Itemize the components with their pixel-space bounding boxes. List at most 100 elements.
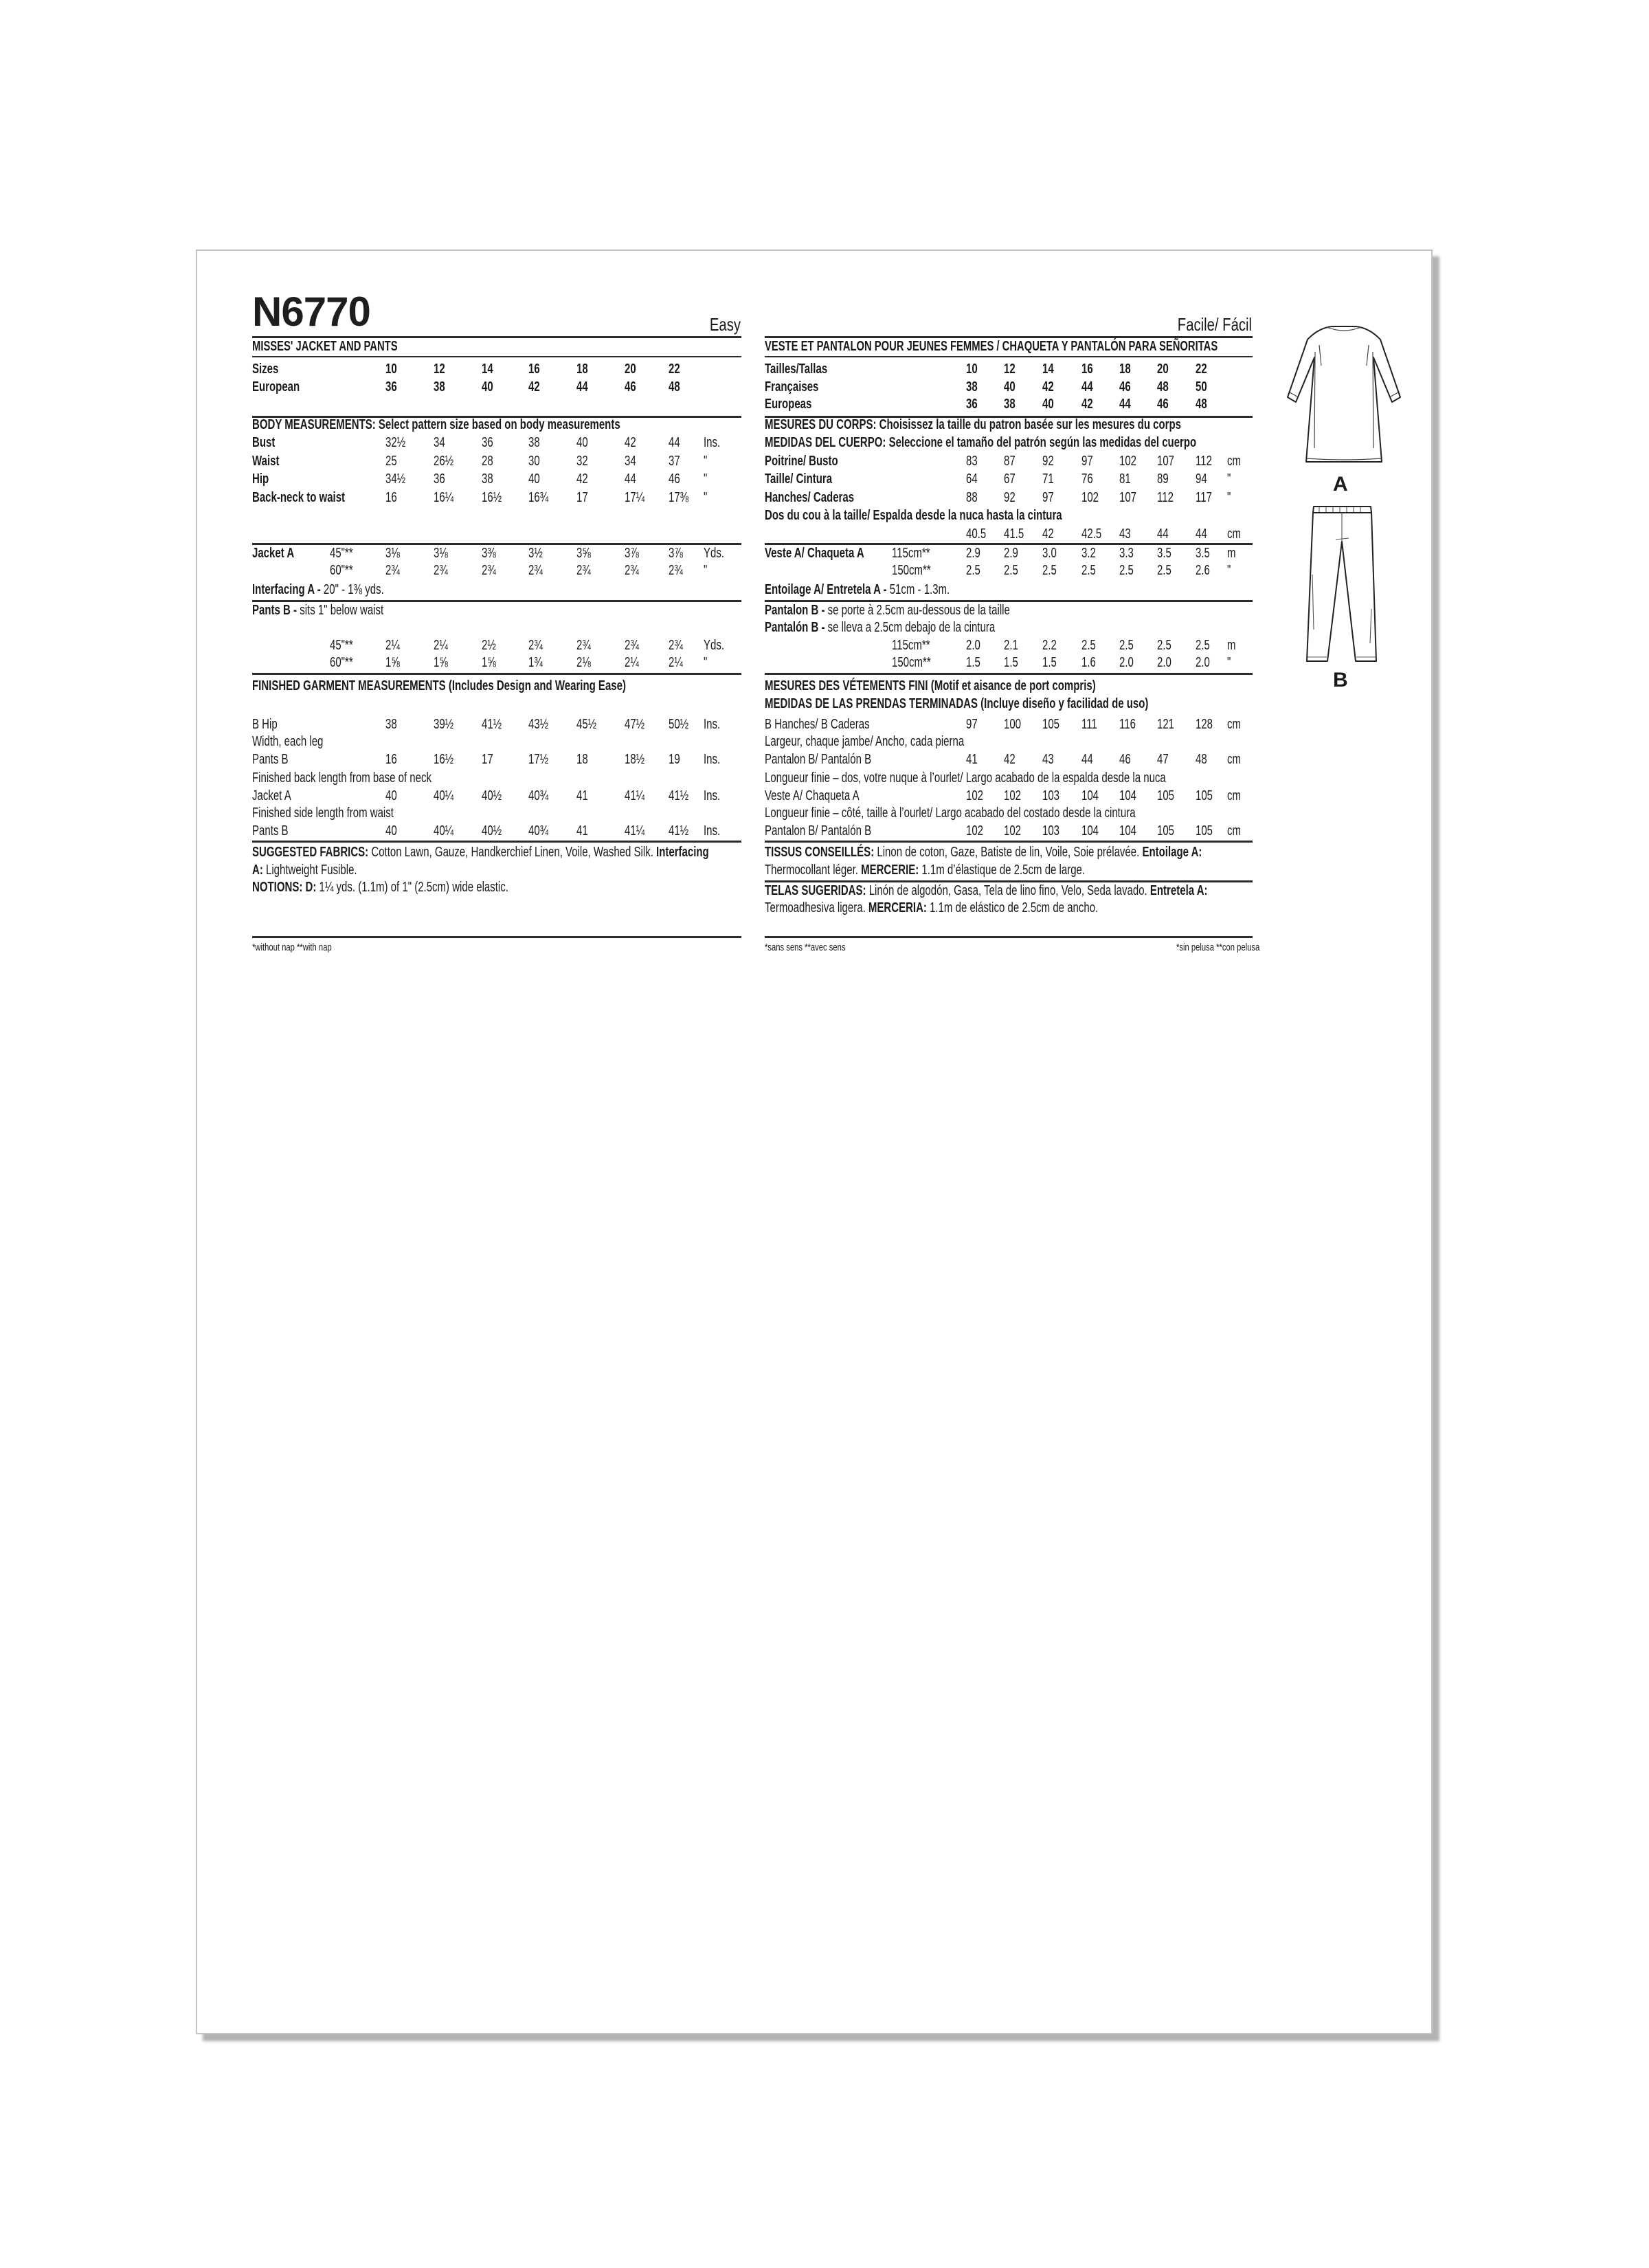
unit-cell: " <box>1227 471 1231 487</box>
text-line-content: FINISHED GARMENT MEASUREMENTS (Includes … <box>252 677 626 695</box>
fabric-width-cell: 60"** <box>330 563 353 578</box>
row-label: Pantalon B/ Pantalón B <box>765 823 872 838</box>
value-cell: 2¾ <box>576 638 591 653</box>
jacket-a-illustration <box>1287 326 1401 463</box>
value-cell: 41 <box>966 752 978 767</box>
table-row: Waist 25 26½ 28 30 32 34 37 " <box>252 452 707 470</box>
value-cell: 76 <box>1081 471 1093 487</box>
value-cell: 64 <box>966 471 978 487</box>
value-cell: 50½ <box>669 717 689 732</box>
value-cell: 105 <box>1157 823 1175 838</box>
value-cell: 97 <box>1042 490 1054 505</box>
value-cell: 40½ <box>482 788 502 803</box>
row-label: Pantalon B/ Pantalón B <box>765 752 872 767</box>
row-label: Waist <box>252 454 280 469</box>
row-label: B Hanches/ B Caderas <box>765 717 870 732</box>
row-label: Taille/ Cintura <box>765 471 833 487</box>
value-cell: 105 <box>1157 788 1175 803</box>
text-segment: sits 1" below waist <box>300 603 384 618</box>
text-segment: Lightweight Fusible. <box>266 863 357 878</box>
value-cell: 42 <box>528 379 540 394</box>
value-cell: 16¼ <box>434 490 454 505</box>
table-row: Back-neck to waist 16 16¼ 16½ 16¾ 17 17¼ 17⅜ " <box>252 489 707 507</box>
value-cell: 16½ <box>482 490 502 505</box>
text-line-content: MEDIDAS DE LAS PRENDAS TERMINADAS (Inclu… <box>765 695 1148 713</box>
value-cell: 17 <box>482 752 493 767</box>
divider <box>252 336 741 338</box>
value-cell: 2.2 <box>1042 638 1057 653</box>
value-cell: 44 <box>1119 397 1131 412</box>
bold-text-segment: Pantalón B - <box>765 620 828 635</box>
value-cell: 102 <box>1004 823 1022 838</box>
unit-cell: Yds. <box>704 546 725 561</box>
table-row: Sizes 10 12 14 16 18 20 22 <box>252 360 680 378</box>
value-cell: 1⅝ <box>482 655 496 670</box>
value-cell: 44 <box>576 379 588 394</box>
value-cell: 2.5 <box>1196 638 1210 653</box>
value-cell: 40.5 <box>966 526 987 542</box>
divider <box>765 416 1253 418</box>
value-cell: 107 <box>1119 490 1137 505</box>
value-cell: 104 <box>1081 823 1099 838</box>
value-cell: 2¼ <box>625 655 639 670</box>
divider <box>765 673 1253 675</box>
value-cell: 16 <box>528 362 540 377</box>
fabric-width-cell: 115cm** <box>892 638 930 653</box>
value-cell: 128 <box>1196 717 1213 732</box>
value-cell: 104 <box>1119 788 1137 803</box>
value-cell: 42.5 <box>1081 526 1102 542</box>
text-line-content: NOTIONS: D: 1¼ yds. (1.1m) of 1" (2.5cm)… <box>252 878 508 896</box>
value-cell: 105 <box>1196 823 1213 838</box>
value-cell: 2.0 <box>1119 655 1134 670</box>
row-label: Jacket A <box>252 788 291 803</box>
difficulty-label-fr-es: Facile/ Fácil <box>1177 314 1252 335</box>
bold-text-segment: MEDIDAS DEL CUERPO: Seleccione el tamaño… <box>765 435 1197 450</box>
value-cell: 44 <box>669 435 680 450</box>
text-line: SUGGESTED FABRICS: Cotton Lawn, Gauze, H… <box>252 843 709 861</box>
value-cell: 89 <box>1157 471 1169 487</box>
value-cell: 105 <box>1042 717 1060 732</box>
text-line: Pants B - sits 1" below waist <box>252 601 383 619</box>
value-cell: 40¼ <box>434 788 454 803</box>
value-cell: 2.5 <box>1004 563 1018 578</box>
value-cell: 107 <box>1157 454 1175 469</box>
value-cell: 3⅞ <box>625 546 639 561</box>
value-cell: 102 <box>1081 490 1099 505</box>
value-cell: 2¾ <box>528 638 543 653</box>
table-row: Pants B 40 40¼ 40½ 40¾ 41 41¼ 41½ Ins. <box>252 822 720 840</box>
value-cell: 103 <box>1042 788 1060 803</box>
unit-cell: " <box>1227 563 1231 578</box>
value-cell: 92 <box>1042 454 1054 469</box>
unit-cell: " <box>704 454 708 469</box>
value-cell: 102 <box>966 788 984 803</box>
value-cell: 34½ <box>385 471 406 487</box>
text-segment: Linón de algodón, Gasa, Tela de lino fin… <box>868 883 1150 898</box>
bold-text-segment: Entoilage A: <box>1142 845 1202 860</box>
pattern-title: MISSES' JACKET AND PANTS <box>252 339 398 354</box>
text-line-content: Pantalon B - se porte à 2.5cm au-dessous… <box>765 601 1010 619</box>
value-cell: 97 <box>1081 454 1093 469</box>
unit-cell: Ins. <box>704 752 721 767</box>
row-label: Hip <box>252 471 269 487</box>
value-cell: 44 <box>1157 526 1169 542</box>
value-cell: 38 <box>385 717 397 732</box>
value-cell: 2.0 <box>1196 655 1210 670</box>
value-cell: 3.0 <box>1042 546 1057 561</box>
value-cell: 38 <box>1004 397 1016 412</box>
value-cell: 14 <box>1042 362 1054 377</box>
table-row: Jacket A 40 40¼ 40½ 40¾ 41 41¼ 41½ Ins. <box>252 787 720 805</box>
value-cell: 2¾ <box>669 563 683 578</box>
value-cell: 40½ <box>482 823 502 838</box>
value-cell: 3⅞ <box>669 546 683 561</box>
value-cell: 2.9 <box>966 546 980 561</box>
row-label: Europeas <box>765 397 812 412</box>
text-segment: Thermocollant léger. <box>765 863 862 878</box>
row-label: Veste A/ Chaqueta A <box>765 788 860 803</box>
value-cell: 34 <box>434 435 445 450</box>
value-cell: 48 <box>1157 379 1169 394</box>
value-cell: 36 <box>966 397 978 412</box>
bold-text-segment: Interfacing <box>656 845 709 860</box>
value-cell: 16 <box>1081 362 1093 377</box>
row-label: Jacket A <box>252 546 295 561</box>
value-cell: 40 <box>1004 379 1016 394</box>
